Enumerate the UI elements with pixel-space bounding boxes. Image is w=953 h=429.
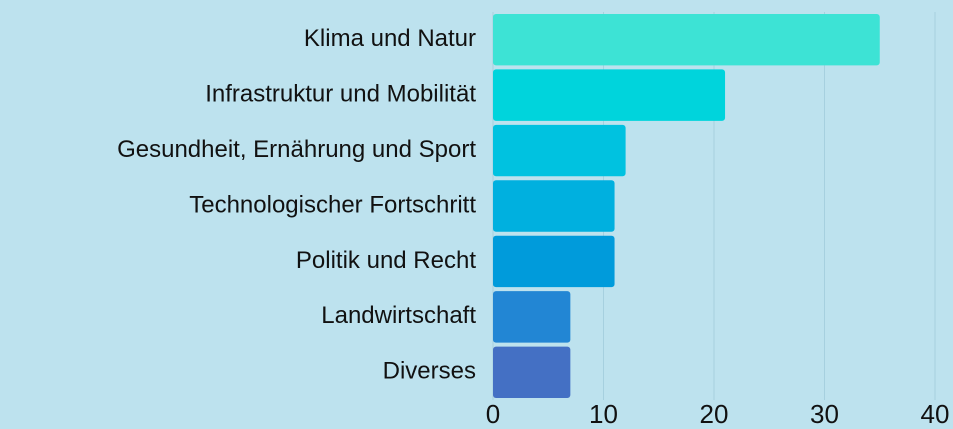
- bar: [493, 235, 615, 288]
- x-tick-label: 10: [589, 399, 618, 429]
- y-tick-label: Politik und Recht: [296, 247, 476, 274]
- y-tick-label: Gesundheit, Ernährung und Sport: [117, 136, 476, 163]
- y-tick-label: Infrastruktur und Mobilität: [205, 80, 476, 107]
- y-tick-label: Technologischer Fortschritt: [189, 191, 476, 218]
- x-tick-label: 20: [700, 399, 729, 429]
- bar: [493, 14, 880, 66]
- x-tick-label: 0: [486, 399, 500, 429]
- bar: [493, 124, 626, 177]
- bar: [493, 180, 615, 232]
- bar: [493, 346, 571, 398]
- bar: [493, 291, 571, 343]
- y-tick-label: Klima und Natur: [304, 25, 476, 52]
- y-tick-label: Landwirtschaft: [321, 302, 476, 329]
- x-tick-label: 30: [810, 399, 839, 429]
- x-tick-label: 40: [921, 399, 950, 429]
- y-tick-label: Diverses: [383, 358, 476, 385]
- bar: [493, 69, 726, 121]
